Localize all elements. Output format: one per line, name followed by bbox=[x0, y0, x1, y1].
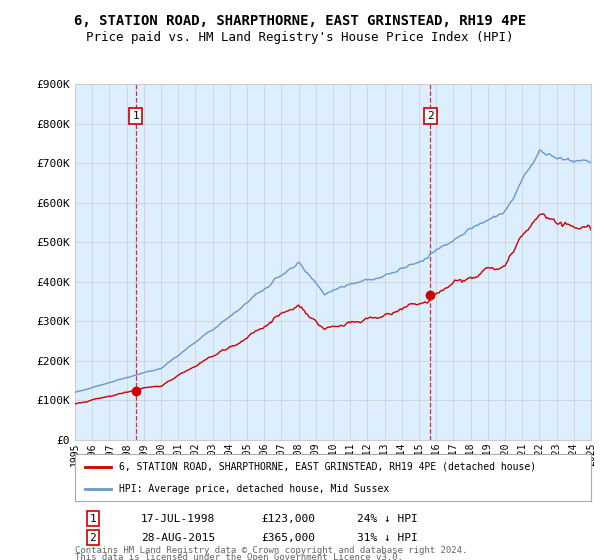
Text: 6, STATION ROAD, SHARPTHORNE, EAST GRINSTEAD, RH19 4PE (detached house): 6, STATION ROAD, SHARPTHORNE, EAST GRINS… bbox=[119, 462, 536, 472]
Text: 28-AUG-2015: 28-AUG-2015 bbox=[141, 533, 215, 543]
Text: £123,000: £123,000 bbox=[261, 514, 315, 524]
Text: 6, STATION ROAD, SHARPTHORNE, EAST GRINSTEAD, RH19 4PE: 6, STATION ROAD, SHARPTHORNE, EAST GRINS… bbox=[74, 14, 526, 28]
Text: This data is licensed under the Open Government Licence v3.0.: This data is licensed under the Open Gov… bbox=[75, 553, 403, 560]
Text: 1: 1 bbox=[89, 514, 97, 524]
Text: 17-JUL-1998: 17-JUL-1998 bbox=[141, 514, 215, 524]
Text: Contains HM Land Registry data © Crown copyright and database right 2024.: Contains HM Land Registry data © Crown c… bbox=[75, 546, 467, 555]
Text: 31% ↓ HPI: 31% ↓ HPI bbox=[357, 533, 418, 543]
Text: Price paid vs. HM Land Registry's House Price Index (HPI): Price paid vs. HM Land Registry's House … bbox=[86, 31, 514, 44]
Text: 2: 2 bbox=[89, 533, 97, 543]
Text: £365,000: £365,000 bbox=[261, 533, 315, 543]
Text: 2: 2 bbox=[427, 111, 434, 121]
Text: 24% ↓ HPI: 24% ↓ HPI bbox=[357, 514, 418, 524]
Text: HPI: Average price, detached house, Mid Sussex: HPI: Average price, detached house, Mid … bbox=[119, 484, 389, 494]
Text: 1: 1 bbox=[133, 111, 139, 121]
